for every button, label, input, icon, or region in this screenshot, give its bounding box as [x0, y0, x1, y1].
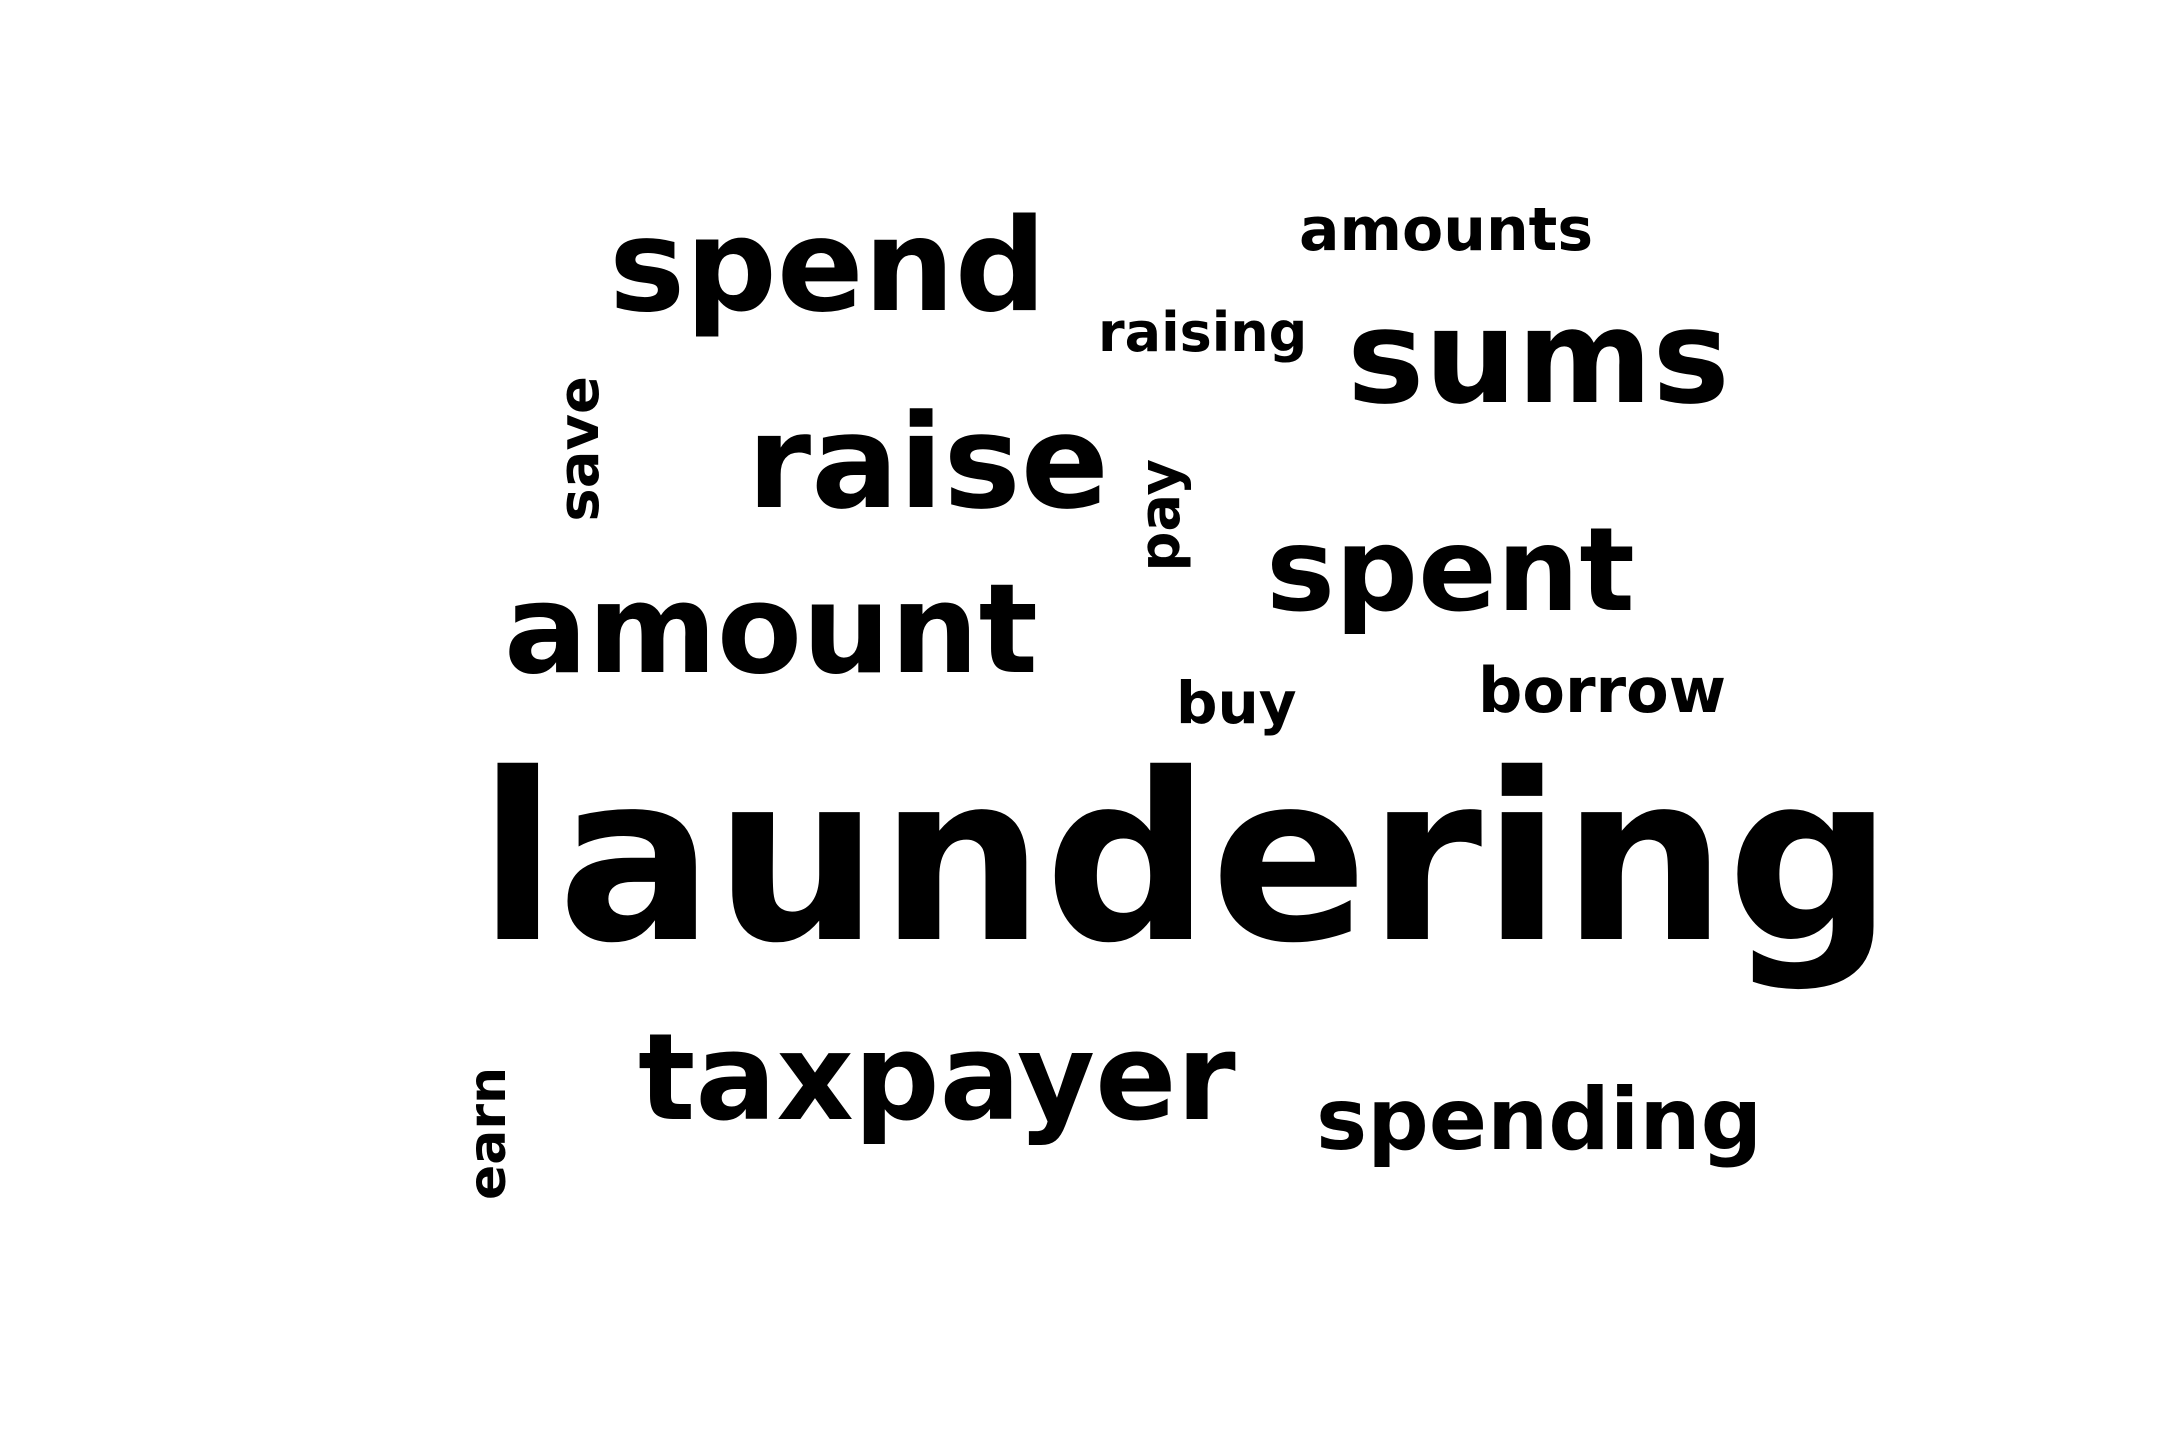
word-amounts: amounts	[1299, 195, 1594, 265]
word-buy: buy	[1176, 669, 1297, 737]
word-amount: amount	[504, 558, 1038, 702]
word-earn: earn	[458, 1067, 518, 1201]
word-taxpayer: taxpayer	[638, 1009, 1236, 1148]
word-spending: spending	[1316, 1070, 1763, 1170]
word-spent: spent	[1266, 503, 1635, 638]
word-save: save	[547, 376, 612, 522]
word-spend: spend	[609, 192, 1047, 341]
word-laundering: laundering	[478, 724, 1893, 994]
word-raise: raise	[747, 386, 1109, 538]
word-raising: raising	[1098, 301, 1308, 364]
word-sums: sums	[1347, 281, 1730, 433]
word-pay: pay	[1128, 459, 1193, 572]
word-borrow: borrow	[1478, 654, 1726, 727]
